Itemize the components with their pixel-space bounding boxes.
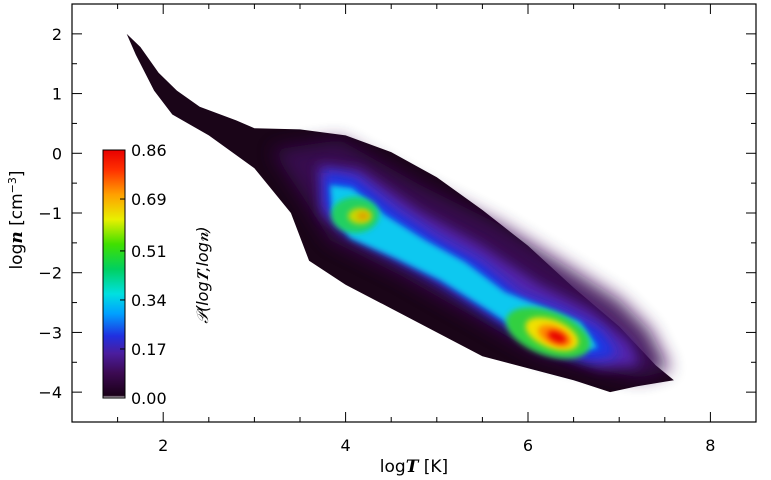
y-tick-label: 2 <box>52 25 62 44</box>
colorbar-ticks: 0.86 0.69 0.51 0.34 0.17 0.00 <box>120 141 167 408</box>
colorbar: 0.86 0.69 0.51 0.34 0.17 0.00 𝒫(log𝑻,log𝒏) <box>102 141 212 408</box>
density-peak-primary-red <box>547 330 567 344</box>
colorbar-tick-label: 0.34 <box>131 291 167 310</box>
colorbar-tick-label: 0.86 <box>131 141 167 160</box>
colorbar-gradient <box>102 149 126 399</box>
x-tick-label: 2 <box>158 436 168 455</box>
colorbar-tick-label: 0.17 <box>131 340 167 359</box>
y-tick-label: −3 <box>38 323 62 342</box>
y-tick-label: −1 <box>38 204 62 223</box>
y-axis-label: logn [cm−3] <box>6 170 27 269</box>
x-tick-label: 8 <box>705 436 715 455</box>
x-tick-label: 6 <box>523 436 533 455</box>
colorbar-tick-label: 0.00 <box>131 389 167 408</box>
density-peak-secondary-core <box>357 212 369 220</box>
y-axis-ticks: 2 1 0 −1 −2 −3 −4 <box>38 3 756 423</box>
colorbar-tick-label: 0.51 <box>131 242 167 261</box>
x-axis-label: logT [K] <box>380 457 448 477</box>
y-tick-label: −2 <box>38 264 62 283</box>
x-axis-ticks: 2 4 6 8 <box>117 4 757 455</box>
x-tick-label: 4 <box>341 436 351 455</box>
plot-area <box>126 33 674 393</box>
y-tick-label: −4 <box>38 383 62 402</box>
y-tick-label: 0 <box>52 144 62 163</box>
colorbar-tick-label: 0.69 <box>131 190 167 209</box>
y-tick-label: 1 <box>52 85 62 104</box>
colorbar-label: 𝒫(log𝑻,log𝒏) <box>193 226 212 323</box>
density-layers <box>272 140 670 378</box>
